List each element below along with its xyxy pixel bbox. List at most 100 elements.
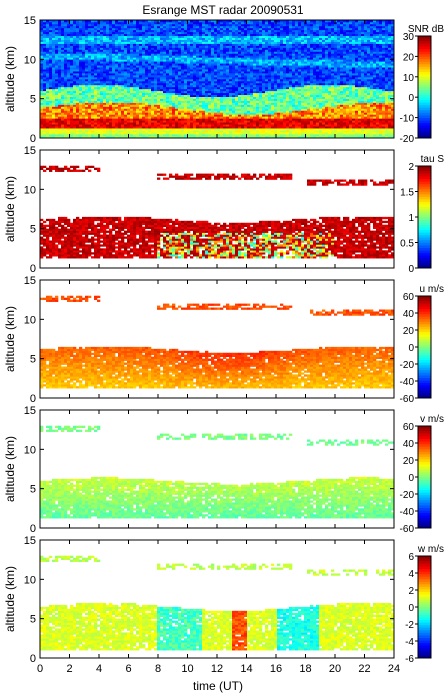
heatmap-cell	[244, 61, 248, 64]
heatmap-cell	[223, 79, 227, 82]
heatmap-cell	[142, 106, 146, 109]
heatmap-cell	[79, 122, 83, 125]
heatmap-cell	[286, 112, 290, 115]
heatmap-cell	[211, 23, 215, 27]
heatmap-cell	[178, 110, 182, 113]
heatmap-cell	[73, 65, 77, 68]
heatmap-cell	[148, 126, 152, 129]
heatmap-cell	[85, 136, 89, 139]
heatmap-cell	[190, 45, 194, 48]
heatmap-cell	[52, 98, 56, 101]
heatmap-cell	[124, 20, 128, 23]
heatmap-cell	[163, 43, 167, 46]
heatmap-cell	[274, 118, 278, 121]
heatmap-cell	[277, 75, 281, 78]
heatmap-cell	[178, 96, 182, 99]
heatmap-cell	[256, 47, 260, 50]
heatmap-cell	[229, 29, 233, 33]
heatmap-cell	[166, 100, 170, 103]
heatmap-cell	[235, 96, 239, 99]
heatmap-cell	[271, 27, 275, 31]
heatmap-cell	[55, 77, 59, 80]
heatmap-cell	[286, 35, 290, 38]
heatmap-cell	[220, 49, 224, 52]
heatmap-cell	[163, 94, 167, 97]
heatmap-cell	[52, 136, 56, 139]
heatmap-cell	[220, 77, 224, 80]
heatmap-cell	[97, 124, 101, 127]
heatmap-cell	[40, 94, 44, 97]
heatmap-cell	[280, 126, 284, 129]
heatmap-cell	[118, 27, 122, 31]
heatmap-cell	[73, 39, 77, 42]
heatmap-cell	[40, 49, 44, 52]
heatmap-cell	[154, 41, 158, 44]
heatmap-cell	[49, 92, 53, 96]
heatmap-cell	[169, 112, 173, 115]
heatmap-cell	[124, 75, 128, 78]
heatmap-cell	[76, 104, 80, 107]
heatmap-cell	[67, 128, 71, 131]
heatmap-cell	[130, 86, 134, 90]
heatmap-cell	[208, 75, 212, 78]
heatmap-cell	[226, 29, 230, 33]
heatmap-cell	[175, 126, 179, 129]
heatmap-cell	[226, 128, 230, 131]
heatmap-cell	[247, 37, 251, 40]
heatmap-cell	[121, 53, 125, 56]
heatmap-cell	[136, 80, 140, 84]
heatmap-cell	[265, 130, 269, 133]
heatmap-cell	[154, 128, 158, 131]
heatmap-cell	[163, 21, 167, 25]
heatmap-cell	[220, 20, 224, 23]
heatmap-cell	[280, 37, 284, 40]
heatmap-cell	[205, 61, 209, 64]
heatmap-cell	[139, 90, 143, 94]
heatmap-cell	[202, 94, 206, 97]
heatmap-cell	[175, 122, 179, 125]
heatmap-cell	[211, 37, 215, 40]
heatmap-cell	[127, 116, 131, 119]
heatmap-cell	[196, 114, 200, 117]
heatmap-cell	[211, 90, 215, 94]
heatmap-cell	[280, 82, 284, 86]
heatmap-cell	[238, 49, 242, 52]
heatmap-cell	[250, 90, 254, 94]
heatmap-cell	[274, 79, 278, 82]
heatmap-cell	[100, 75, 104, 78]
heatmap-cell	[52, 33, 56, 37]
heatmap-cell	[232, 45, 236, 48]
heatmap-cell	[70, 98, 74, 101]
heatmap-cell	[64, 20, 68, 23]
heatmap-cell	[85, 63, 89, 66]
snr-heatmap-cells	[40, 20, 395, 139]
heatmap-cell	[211, 39, 215, 42]
heatmap-cell	[232, 82, 236, 86]
heatmap-cell	[127, 90, 131, 94]
heatmap-cell	[106, 116, 110, 119]
heatmap-cell	[127, 88, 131, 92]
heatmap-cell	[181, 67, 185, 70]
heatmap-cell	[151, 110, 155, 113]
heatmap-cell	[157, 67, 161, 70]
heatmap-cell	[46, 130, 50, 133]
heatmap-cell	[259, 110, 263, 113]
heatmap-cell	[238, 82, 242, 86]
heatmap-cell	[274, 65, 278, 68]
heatmap-cell	[244, 31, 248, 35]
heatmap-cell	[49, 90, 53, 94]
heatmap-cell	[208, 41, 212, 44]
heatmap-cell	[115, 33, 119, 37]
heatmap-cell	[166, 63, 170, 66]
heatmap-cell	[133, 128, 137, 131]
heatmap-cell	[223, 80, 227, 84]
heatmap-cell	[205, 57, 209, 60]
heatmap-cell	[169, 120, 173, 123]
heatmap-cell	[262, 29, 266, 33]
heatmap-cell	[268, 112, 272, 115]
heatmap-cell	[250, 47, 254, 50]
heatmap-cell	[220, 75, 224, 78]
heatmap-cell	[205, 94, 209, 97]
heatmap-cell	[259, 104, 263, 107]
heatmap-cell	[241, 136, 245, 139]
